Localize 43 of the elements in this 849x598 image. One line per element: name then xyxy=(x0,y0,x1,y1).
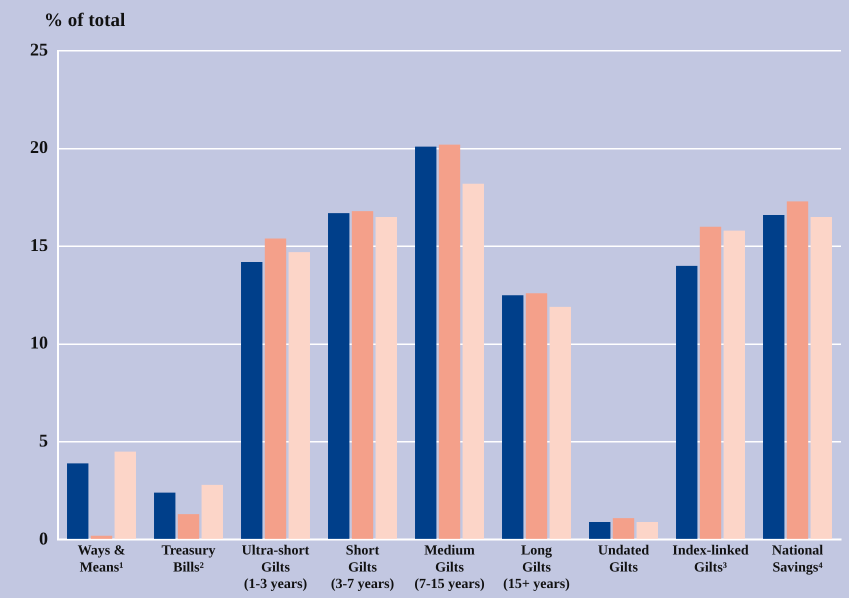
x-tick-label: Ultra-short Gilts (1-3 years) xyxy=(242,544,310,592)
y-tick-label: 0 xyxy=(39,528,48,548)
x-tick-label: Treasury Bills² xyxy=(162,544,216,576)
bar xyxy=(810,216,832,539)
y-tick-label: 5 xyxy=(39,430,48,450)
bar xyxy=(550,306,571,539)
x-tick-label: Short Gilts (3-7 years) xyxy=(330,544,395,592)
bar xyxy=(154,492,176,539)
bar xyxy=(724,230,745,539)
bar xyxy=(700,226,722,539)
bar xyxy=(786,201,808,539)
bar xyxy=(241,262,262,539)
y-tick-label: 20 xyxy=(30,137,48,158)
bar xyxy=(763,215,784,539)
y-tick-label: 10 xyxy=(30,332,48,353)
bar xyxy=(288,252,310,539)
bar xyxy=(352,211,374,539)
y-tick-label: 25 xyxy=(30,39,48,60)
bar xyxy=(328,213,350,539)
bar xyxy=(676,266,698,539)
bar xyxy=(264,238,286,539)
bar xyxy=(462,184,484,539)
bar xyxy=(636,522,658,539)
x-tick-label: Ways & Means¹ xyxy=(78,544,126,576)
bar xyxy=(502,295,524,539)
bar xyxy=(415,146,436,539)
bar xyxy=(526,293,548,539)
y-tick-label: 15 xyxy=(30,234,48,255)
bar xyxy=(90,536,112,539)
x-tick-label: Medium Gilts (7-15 years) xyxy=(414,544,486,592)
x-tick-label: Undated Gilts xyxy=(598,544,650,576)
bar xyxy=(612,518,634,539)
bar xyxy=(202,484,223,539)
bar xyxy=(589,522,610,539)
bar xyxy=(438,144,460,539)
x-tick-label: Long Gilts (15+ years) xyxy=(503,544,570,592)
bar xyxy=(376,216,397,539)
x-tick-label: National Savings⁴ xyxy=(772,544,824,576)
bar xyxy=(67,463,88,539)
y-axis-title: % of total xyxy=(44,10,126,32)
bar xyxy=(178,514,200,539)
x-tick-label: Index-linked Gilts³ xyxy=(672,544,749,576)
bar xyxy=(114,452,136,539)
